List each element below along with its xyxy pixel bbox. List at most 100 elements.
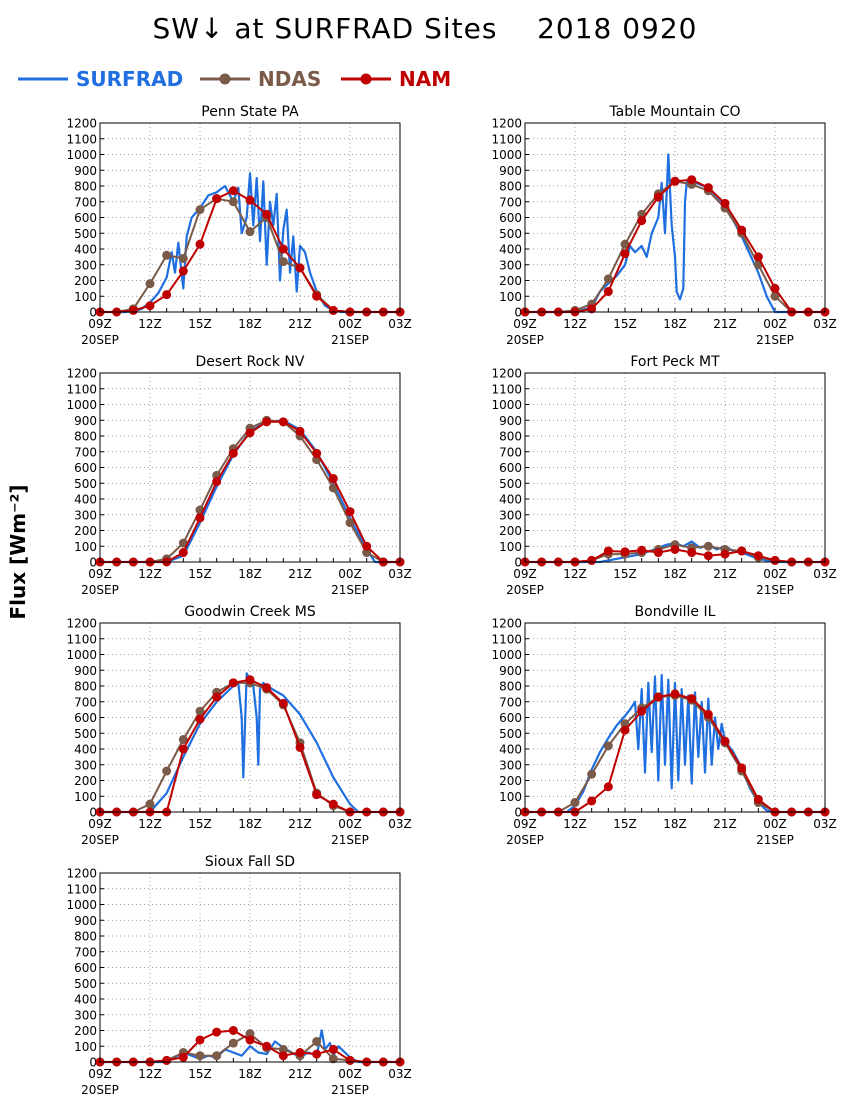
y-tick-label: 1000 — [491, 398, 522, 412]
data-point-ndas — [195, 1051, 205, 1061]
data-point-nam — [228, 448, 238, 458]
data-point-nam — [228, 678, 238, 688]
x-tick-label: 12Z — [138, 817, 162, 831]
data-point-ndas — [162, 250, 172, 260]
y-tick-label: 1100 — [66, 882, 97, 896]
y-tick-label: 200 — [74, 524, 97, 538]
x-date-label: 20SEP — [81, 833, 119, 847]
y-tick-label: 1000 — [491, 148, 522, 162]
data-point-ndas — [145, 799, 155, 809]
data-point-nam — [670, 689, 680, 699]
data-point-ndas — [587, 769, 597, 779]
data-point-nam — [312, 291, 322, 301]
data-point-nam — [637, 216, 647, 226]
data-point-nam — [195, 513, 205, 523]
data-point-nam — [687, 694, 697, 704]
data-point-nam — [245, 675, 255, 685]
y-tick-label: 400 — [499, 743, 522, 757]
data-point-nam — [178, 548, 188, 558]
y-tick-label: 500 — [74, 977, 97, 991]
data-point-nam — [720, 198, 730, 208]
y-tick-label: 0 — [514, 806, 522, 820]
data-point-nam — [295, 742, 305, 752]
y-tick-label: 300 — [499, 508, 522, 522]
data-point-nam — [587, 304, 597, 314]
data-point-nam — [278, 698, 288, 708]
y-tick-label: 800 — [499, 680, 522, 694]
y-tick-label: 1100 — [491, 632, 522, 646]
data-point-nam — [145, 301, 155, 311]
y-tick-label: 300 — [74, 258, 97, 272]
data-point-nam — [212, 194, 222, 204]
plot-frame — [99, 122, 401, 313]
data-point-nam — [653, 548, 663, 558]
data-point-ndas — [162, 766, 172, 776]
x-tick-label: 21Z — [713, 317, 737, 331]
y-tick-label: 1000 — [66, 898, 97, 912]
y-tick-label: 1100 — [66, 632, 97, 646]
x-tick-label: 21Z — [288, 817, 312, 831]
y-tick-label: 200 — [74, 1024, 97, 1038]
data-point-nam — [212, 1027, 222, 1037]
chart-title: Sioux Fall SD — [205, 854, 295, 870]
y-tick-label: 1100 — [66, 132, 97, 146]
y-tick-label: 100 — [499, 790, 522, 804]
data-point-nam — [753, 551, 763, 561]
plot-frame — [99, 872, 401, 1063]
x-tick-label: 09Z — [513, 567, 537, 581]
data-point-nam — [345, 1055, 355, 1065]
plot-frame — [99, 622, 401, 813]
y-tick-label: 600 — [74, 961, 97, 975]
data-point-nam — [737, 225, 747, 235]
x-tick-label: 18Z — [663, 567, 687, 581]
x-date-label: 21SEP — [331, 333, 369, 347]
y-tick-label: 700 — [74, 945, 97, 959]
data-point-ndas — [312, 1037, 322, 1047]
x-tick-label: 15Z — [613, 567, 637, 581]
data-point-nam — [620, 725, 630, 735]
data-point-nam — [212, 477, 222, 487]
data-point-nam — [278, 417, 288, 427]
y-tick-label: 0 — [89, 806, 97, 820]
data-point-nam — [587, 555, 597, 565]
legend-label-ndas: NDAS — [258, 67, 322, 91]
data-point-nam — [245, 428, 255, 438]
chart-desert-rock-nv: Desert Rock NV01002003004005006007008009… — [66, 354, 411, 597]
data-point-nam — [603, 287, 613, 297]
y-tick-label: 800 — [499, 180, 522, 194]
data-point-ndas — [212, 1051, 222, 1061]
y-tick-label: 100 — [74, 1040, 97, 1054]
data-point-nam — [262, 683, 272, 693]
y-tick-label: 500 — [74, 477, 97, 491]
data-point-nam — [328, 474, 338, 484]
y-tick-label: 1200 — [66, 617, 97, 631]
x-tick-label: 00Z — [338, 567, 362, 581]
x-tick-label: 12Z — [138, 317, 162, 331]
x-tick-label: 09Z — [513, 817, 537, 831]
x-tick-label: 18Z — [663, 817, 687, 831]
x-date-label: 20SEP — [506, 583, 544, 597]
y-tick-label: 1200 — [491, 367, 522, 381]
y-tick-label: 1000 — [491, 648, 522, 662]
legend-label-surfrad: SURFRAD — [76, 67, 184, 91]
y-tick-label: 800 — [74, 930, 97, 944]
data-point-nam — [178, 1052, 188, 1062]
chart-fort-peck-mt: Fort Peck MT0100200300400500600700800900… — [491, 354, 836, 597]
data-point-nam — [245, 195, 255, 205]
chart-title: Bondville IL — [635, 604, 716, 620]
data-point-nam — [720, 549, 730, 559]
y-tick-label: 1000 — [66, 648, 97, 662]
legend-line-icon — [18, 77, 68, 81]
y-tick-label: 0 — [514, 556, 522, 570]
y-tick-label: 900 — [499, 414, 522, 428]
x-tick-label: 00Z — [763, 817, 787, 831]
data-point-nam — [278, 244, 288, 254]
y-tick-label: 400 — [74, 743, 97, 757]
y-tick-label: 600 — [74, 211, 97, 225]
legend-marker-icon — [341, 73, 391, 85]
y-tick-label: 100 — [499, 540, 522, 554]
data-point-nam — [703, 551, 713, 561]
x-tick-label: 18Z — [238, 567, 262, 581]
chart-title: Table Mountain CO — [608, 104, 740, 120]
